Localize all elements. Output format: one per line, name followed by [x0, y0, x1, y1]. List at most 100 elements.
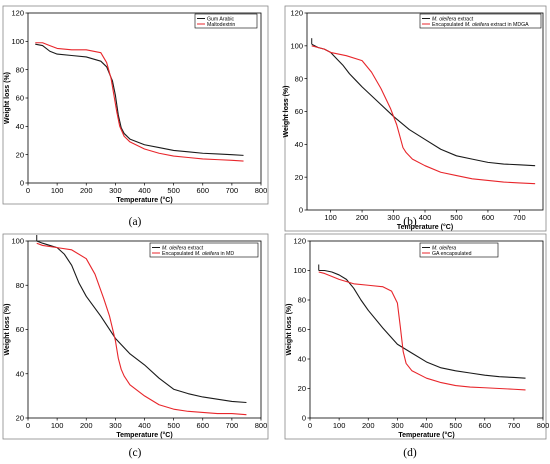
y-axis-title: Weight loss (%): [4, 72, 11, 124]
x-tick-label: 0: [26, 421, 30, 430]
x-tick-label: 700: [513, 213, 526, 222]
y-tick-label: 20: [298, 384, 306, 393]
x-tick-label: 700: [226, 186, 239, 195]
series-line-black: [311, 43, 536, 167]
x-tick-label: 500: [167, 186, 180, 195]
y-tick-label: 60: [16, 325, 24, 334]
x-axis-title: Temperature (°C): [398, 431, 454, 439]
x-tick-label: 300: [109, 421, 122, 430]
x-tick-label: 800: [255, 186, 268, 195]
legend-box: [149, 242, 259, 258]
y-tick-label: 40: [16, 122, 24, 131]
legend-label: Gum Arabic: [207, 16, 235, 22]
x-axis-title: Temperature (°C): [116, 431, 172, 439]
x-tick-label: 800: [537, 421, 550, 430]
y-axis-title: Weight loss (%): [286, 304, 293, 356]
panel-caption: (d): [403, 447, 417, 459]
legend-box: [194, 13, 258, 29]
y-tick-label: 0: [299, 206, 303, 215]
x-tick-label: 400: [138, 421, 151, 430]
legend-box: [419, 242, 499, 258]
x-axis-title: Temperature (°C): [116, 196, 172, 204]
x-tick-label: 600: [196, 186, 209, 195]
chart-panel-d: 0 100 200 300 400 500 600 700 800 0 20 40 60 80 100 120…: [284, 233, 550, 459]
legend-label: M. oleifera extract: [432, 16, 474, 22]
y-tick-label: 100: [11, 37, 24, 46]
y-tick-label: 60: [298, 325, 306, 334]
x-tick-label: 100: [324, 213, 337, 222]
x-tick-label: 700: [226, 421, 239, 430]
x-tick-label: 500: [167, 421, 180, 430]
legend-label: GA encapsulated: [432, 251, 472, 257]
x-tick-label: 700: [508, 421, 521, 430]
y-tick-label: 100: [290, 41, 303, 50]
chart-panel-c: 0 100 200 300 400 500 600 700 800 20 40 60 80 100 Temp…: [2, 233, 269, 459]
y-tick-label: 40: [16, 369, 24, 378]
y-tick-label: 20: [16, 150, 24, 159]
y-tick-label: 0: [302, 414, 306, 423]
x-tick-label: 400: [419, 213, 432, 222]
x-tick-label: 300: [391, 421, 404, 430]
y-tick-label: 60: [295, 107, 303, 116]
legend-label: Encapsulated M. oleifera in MD: [162, 251, 234, 257]
y-tick-label: 20: [16, 414, 24, 423]
y-tick-label: 120: [290, 9, 303, 18]
x-tick-label: 500: [449, 421, 462, 430]
x-tick-label: 300: [387, 213, 400, 222]
x-tick-label: 400: [138, 186, 151, 195]
x-tick-label: 800: [255, 421, 268, 430]
x-tick-label: 100: [51, 421, 64, 430]
panel-frame: [284, 233, 547, 440]
x-tick-label: 0: [308, 421, 312, 430]
series-line-black: [35, 43, 244, 156]
series-line-red: [36, 242, 247, 416]
y-tick-label: 120: [11, 9, 24, 18]
chart-panel-b: 100 200 300 400 500 600 700 0 20 40 60 80 100 120 Temp…: [283, 5, 547, 232]
x-tick-label: 600: [478, 421, 491, 430]
y-tick-label: 0: [20, 179, 24, 188]
x-tick-label: 200: [80, 421, 93, 430]
y-tick-label: 80: [16, 65, 24, 74]
series-line-red: [35, 42, 244, 162]
panel-frame: [284, 5, 547, 232]
x-tick-label: 200: [80, 186, 93, 195]
chart-panel-a: 0 100 200 300 400 500 600 700 800 0 20 40 60 80 100 120…: [2, 5, 269, 228]
x-tick-label: 500: [450, 213, 463, 222]
legend-label: M. oleifera: [432, 245, 456, 251]
y-tick-label: 20: [295, 173, 303, 182]
panel-caption: (a): [129, 216, 142, 228]
panel-frame: [2, 5, 269, 205]
legend-label: Maltodextrin: [207, 22, 235, 28]
y-tick-label: 60: [16, 94, 24, 103]
legend-label: Encapsulated M. oleifera extract in MDGA: [432, 22, 529, 28]
y-tick-label: 40: [295, 140, 303, 149]
x-tick-label: 600: [482, 213, 495, 222]
legend-box: [419, 13, 542, 29]
y-axis-title: Weight loss (%): [283, 86, 290, 138]
x-tick-label: 200: [356, 213, 369, 222]
x-tick-label: 100: [51, 186, 64, 195]
x-axis-title: Temperature (°C): [397, 223, 453, 231]
panel-caption: (b): [403, 216, 417, 228]
y-tick-label: 80: [295, 74, 303, 83]
series-line-red: [311, 45, 536, 185]
y-tick-label: 80: [298, 296, 306, 305]
x-tick-label: 200: [362, 421, 375, 430]
y-tick-label: 100: [293, 266, 306, 275]
x-tick-label: 100: [333, 421, 346, 430]
y-tick-label: 80: [16, 281, 24, 290]
panel-frame: [2, 233, 269, 440]
y-tick-label: 100: [11, 237, 24, 246]
x-tick-label: 400: [420, 421, 433, 430]
x-tick-label: 300: [109, 186, 122, 195]
panel-caption: (c): [129, 447, 142, 459]
x-tick-label: 0: [26, 186, 30, 195]
legend-label: M. oleifera extract: [162, 245, 204, 251]
series-line-black: [318, 269, 526, 379]
series-line-red: [318, 271, 526, 391]
x-tick-label: 600: [196, 421, 209, 430]
